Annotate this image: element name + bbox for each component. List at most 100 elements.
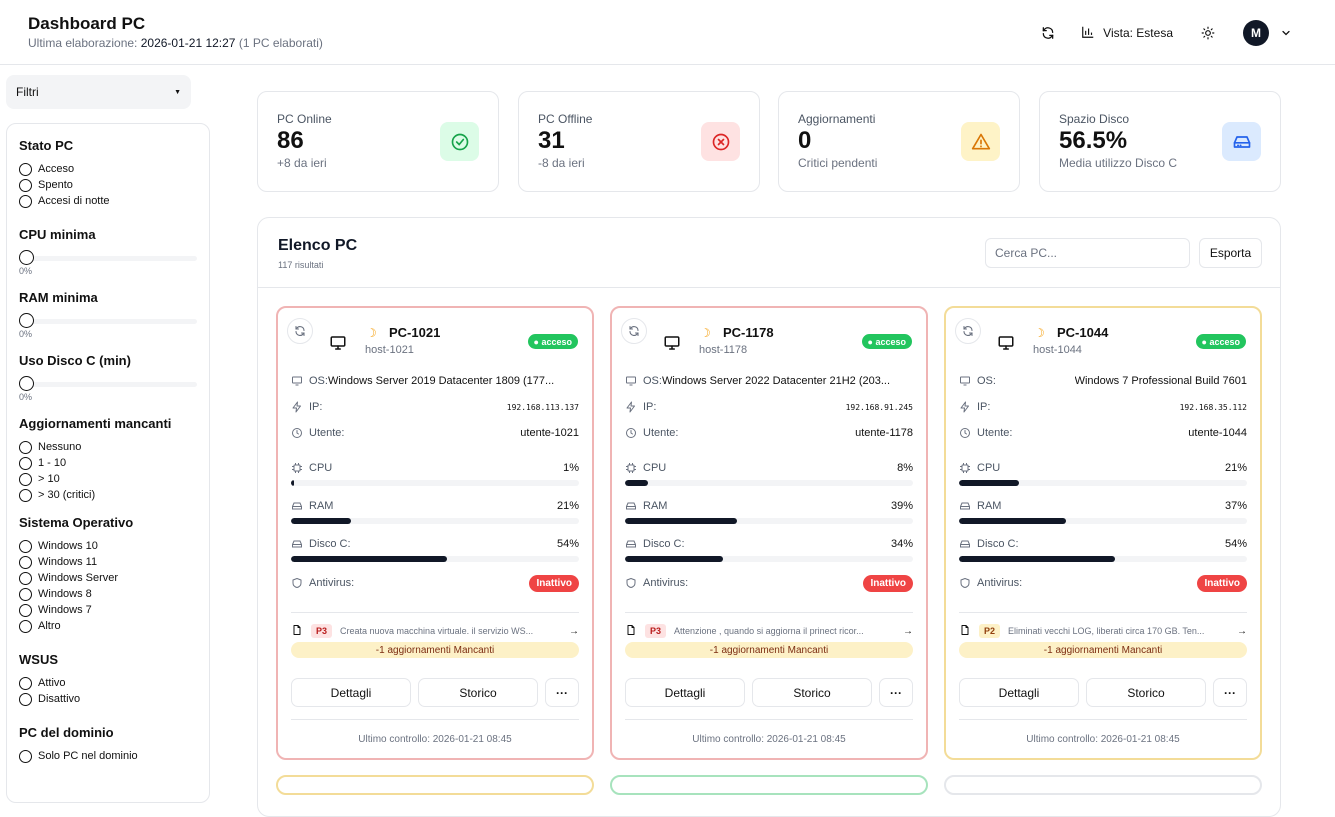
arrow-right-icon[interactable]: → bbox=[903, 625, 913, 637]
radio-updates-none[interactable]: Nessuno bbox=[19, 439, 197, 455]
radio-circle[interactable] bbox=[19, 555, 32, 569]
radio-circle[interactable] bbox=[19, 472, 32, 486]
note-row[interactable]: P3 Creata nuova macchina virtuale. il se… bbox=[291, 623, 579, 639]
radio-os-win11[interactable]: Windows 11 bbox=[19, 554, 197, 570]
note-row[interactable]: P2 Eliminati vecchi LOG, liberati circa … bbox=[959, 623, 1247, 639]
radio-label: 1 - 10 bbox=[38, 457, 67, 469]
monitor-small-icon bbox=[291, 375, 305, 387]
stat-sub: Media utilizzo Disco C bbox=[1059, 156, 1178, 170]
radio-circle[interactable] bbox=[19, 162, 32, 176]
radio-updates-1-10[interactable]: 1 - 10 bbox=[19, 455, 197, 471]
radio-os-win10[interactable]: Windows 10 bbox=[19, 538, 197, 554]
user-row: Utente: utente-1044 bbox=[959, 425, 1247, 441]
refresh-icon[interactable] bbox=[1037, 22, 1059, 44]
more-options-button[interactable]: ··· bbox=[879, 678, 913, 707]
filter-title-wsus: WSUS bbox=[19, 652, 58, 667]
radio-updates-critical[interactable]: > 30 (critici) bbox=[19, 487, 197, 503]
cpu-bar bbox=[291, 480, 579, 486]
filters-toggle-label: Filtri bbox=[16, 85, 39, 99]
radio-label: Windows 10 bbox=[38, 540, 98, 552]
radio-circle[interactable] bbox=[19, 571, 32, 585]
arrow-right-icon[interactable]: → bbox=[1237, 625, 1247, 637]
antivirus-label: Antivirus: bbox=[309, 577, 355, 589]
disk-slider[interactable]: 0% bbox=[19, 376, 197, 402]
radio-acceso[interactable]: Acceso bbox=[19, 161, 197, 177]
avatar[interactable]: M bbox=[1243, 20, 1269, 46]
radio-domain-only[interactable]: Solo PC nel dominio bbox=[19, 748, 197, 764]
ip-value: 192.168.113.137 bbox=[506, 402, 579, 412]
history-button[interactable]: Storico bbox=[1086, 678, 1206, 707]
disk-value: 34% bbox=[890, 538, 913, 550]
stat-sub: Critici pendenti bbox=[798, 156, 878, 170]
radio-wsus-inactive[interactable]: Disattivo bbox=[19, 691, 197, 707]
filters-toggle[interactable]: Filtri ▼ bbox=[6, 75, 191, 109]
refresh-icon[interactable] bbox=[287, 318, 313, 344]
arrow-right-icon[interactable]: → bbox=[569, 625, 579, 637]
radio-os-other[interactable]: Altro bbox=[19, 618, 197, 634]
ram-slider[interactable]: 0% bbox=[19, 313, 197, 339]
radio-circle[interactable] bbox=[19, 692, 32, 706]
refresh-icon[interactable] bbox=[955, 318, 981, 344]
slider-track[interactable] bbox=[19, 256, 197, 261]
radio-circle[interactable] bbox=[19, 194, 32, 208]
radio-circle[interactable] bbox=[19, 539, 32, 553]
refresh-icon[interactable] bbox=[621, 318, 647, 344]
stat-card-offline: PC Offline 31 -8 da ieri bbox=[518, 91, 760, 192]
radio-circle[interactable] bbox=[19, 676, 32, 690]
slider-thumb[interactable] bbox=[19, 250, 34, 265]
pc-card[interactable]: ☽ PC-1021 host-1021 ● acceso OS: Windows… bbox=[276, 306, 594, 760]
search-input[interactable] bbox=[985, 238, 1190, 268]
more-options-button[interactable]: ··· bbox=[545, 678, 579, 707]
radio-circle[interactable] bbox=[19, 603, 32, 617]
details-button[interactable]: Dettagli bbox=[959, 678, 1079, 707]
radio-circle[interactable] bbox=[19, 619, 32, 633]
view-toggle-button[interactable]: Vista: Estesa bbox=[1081, 25, 1173, 42]
radio-circle[interactable] bbox=[19, 440, 32, 454]
bar-chart-icon bbox=[1081, 25, 1095, 42]
note-text: Eliminati vecchi LOG, liberati circa 170… bbox=[1008, 626, 1205, 636]
radio-os-win8[interactable]: Windows 8 bbox=[19, 586, 197, 602]
clock-icon bbox=[625, 427, 639, 439]
radio-os-winserver[interactable]: Windows Server bbox=[19, 570, 197, 586]
monitor-icon bbox=[996, 334, 1016, 357]
disk-value: 54% bbox=[556, 538, 579, 550]
radio-circle[interactable] bbox=[19, 587, 32, 601]
radio-updates-gt10[interactable]: > 10 bbox=[19, 471, 197, 487]
radio-circle[interactable] bbox=[19, 178, 32, 192]
chevron-down-icon[interactable] bbox=[1275, 22, 1297, 44]
antivirus-label: Antivirus: bbox=[643, 577, 689, 589]
clock-icon bbox=[291, 427, 305, 439]
history-button[interactable]: Storico bbox=[418, 678, 538, 707]
export-button[interactable]: Esporta bbox=[1199, 238, 1262, 268]
history-button[interactable]: Storico bbox=[752, 678, 872, 707]
theme-toggle-icon[interactable] bbox=[1197, 22, 1219, 44]
radio-circle[interactable] bbox=[19, 749, 32, 763]
radio-wsus-active[interactable]: Attivo bbox=[19, 675, 197, 691]
radio-spento[interactable]: Spento bbox=[19, 177, 197, 193]
slider-thumb[interactable] bbox=[19, 313, 34, 328]
pc-card[interactable]: ☽ PC-1044 host-1044 ● acceso OS: Windows… bbox=[944, 306, 1262, 760]
filter-group-updates: Aggiornamenti mancanti Nessuno 1 - 10 > … bbox=[19, 416, 197, 503]
radio-accesi-notte[interactable]: Accesi di notte bbox=[19, 193, 197, 209]
stat-sub: +8 da ieri bbox=[277, 156, 327, 170]
slider-track[interactable] bbox=[19, 382, 197, 387]
cpu-slider[interactable]: 0% bbox=[19, 250, 197, 276]
ram-bar bbox=[625, 518, 913, 524]
caret-down-icon: ▼ bbox=[174, 88, 181, 96]
radio-os-win7[interactable]: Windows 7 bbox=[19, 602, 197, 618]
pc-card[interactable]: ☽ PC-1178 host-1178 ● acceso OS: Windows… bbox=[610, 306, 928, 760]
note-row[interactable]: P3 Attenzione , quando si aggiorna il pr… bbox=[625, 623, 913, 639]
more-options-button[interactable]: ··· bbox=[1213, 678, 1247, 707]
os-label: OS: bbox=[643, 375, 662, 387]
slider-thumb[interactable] bbox=[19, 376, 34, 391]
radio-circle[interactable] bbox=[19, 456, 32, 470]
radio-circle[interactable] bbox=[19, 488, 32, 502]
details-button[interactable]: Dettagli bbox=[291, 678, 411, 707]
x-circle-icon bbox=[701, 122, 740, 161]
pc-name: PC-1044 bbox=[1057, 325, 1109, 340]
ram-row: RAM 37% bbox=[959, 498, 1247, 514]
ip-value: 192.168.35.112 bbox=[1179, 402, 1247, 412]
details-button[interactable]: Dettagli bbox=[625, 678, 745, 707]
slider-track[interactable] bbox=[19, 319, 197, 324]
cpu-label: CPU bbox=[309, 462, 333, 474]
